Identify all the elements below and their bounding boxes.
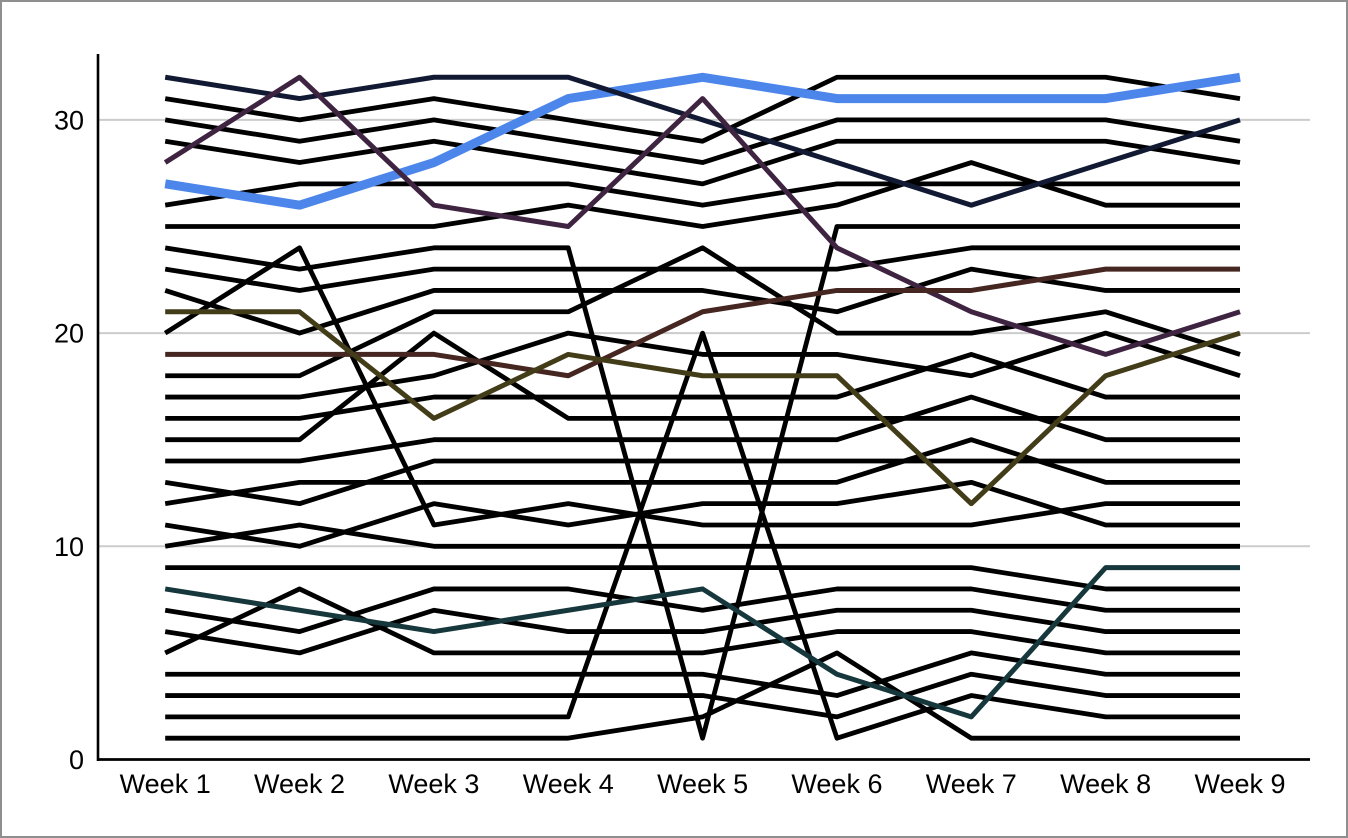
series-line-black-25	[165, 330, 1240, 741]
series-line-teal	[164, 565, 1240, 720]
series-line-plum	[163, 74, 1241, 357]
series-line-black-21	[164, 607, 1240, 656]
series-line-black-24	[165, 671, 1240, 720]
series-line-black-04	[164, 181, 1240, 208]
series-line-black-05	[165, 160, 1240, 229]
series-line-black-02	[164, 117, 1241, 165]
series-lines	[163, 72, 1241, 741]
series-line-black-22	[164, 586, 1240, 656]
series-line-black-08	[164, 266, 1240, 336]
series-line-black-17	[164, 479, 1240, 549]
x-tick-label: Week 5	[657, 769, 748, 799]
x-tick-label: Week 7	[926, 769, 1017, 799]
series-line-black-11	[165, 330, 1241, 400]
y-tick-label: 30	[54, 105, 84, 135]
series-line-highlighted-blue	[164, 72, 1241, 210]
y-axis-tick-labels: 0 10 20 30	[54, 105, 84, 775]
series-line-navy	[164, 74, 1241, 208]
series-line-black-18	[164, 522, 1240, 549]
x-axis-tick-labels: Week 1 Week 2 Week 3 Week 4 Week 5 Week 6 Week…	[120, 769, 1286, 799]
series-line-maroon	[165, 266, 1240, 379]
x-tick-label: Week 4	[523, 769, 614, 799]
series-line-black-14	[165, 394, 1240, 464]
series-line-black-01	[164, 74, 1241, 144]
x-tick-label: Week 3	[388, 769, 479, 799]
series-line-black-16	[164, 437, 1240, 507]
series-line-olive	[165, 309, 1241, 507]
x-tick-label: Week 8	[1060, 769, 1151, 799]
y-tick-label: 0	[69, 745, 84, 775]
x-tick-label: Week 9	[1194, 769, 1285, 799]
series-line-black-15	[164, 458, 1240, 507]
series-line-black-07	[164, 245, 1240, 293]
axes	[96, 54, 1310, 761]
series-line-black-26	[165, 650, 1240, 741]
series-line-black-12	[165, 352, 1240, 421]
series-line-black-06	[164, 224, 1240, 741]
x-tick-label: Week 1	[120, 769, 211, 799]
x-tick-label: Week 6	[791, 769, 882, 799]
series-line-black-03	[164, 138, 1241, 187]
series-line-black-19	[165, 565, 1240, 592]
x-tick-label: Week 2	[254, 769, 345, 799]
y-tick-label: 20	[54, 319, 84, 349]
series-line-black-23	[165, 650, 1240, 698]
y-tick-label: 10	[54, 532, 84, 562]
